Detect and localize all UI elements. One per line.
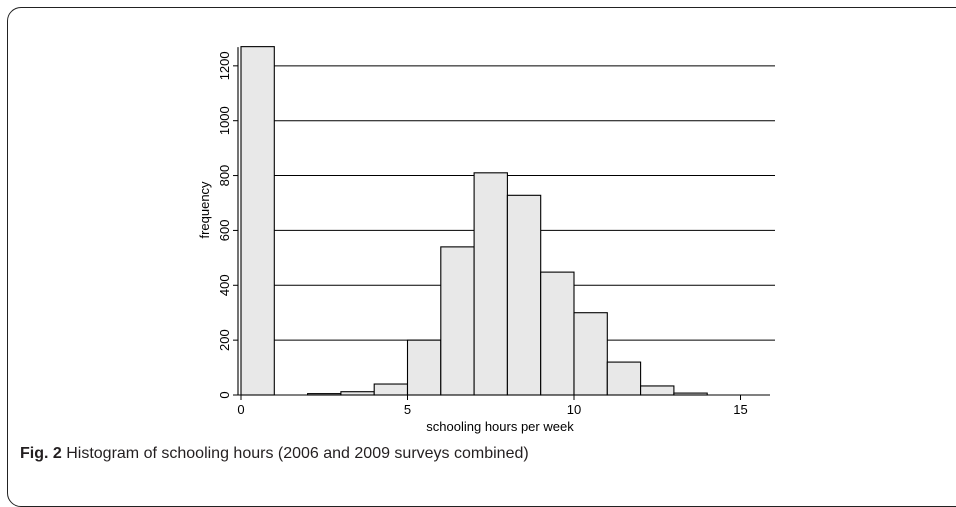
y-tick-label-800: 800: [217, 165, 232, 187]
bar-12: [640, 385, 675, 396]
y-tick-label-200: 200: [217, 329, 232, 351]
bar-5: [406, 339, 442, 396]
y-tick-label-1000: 1000: [217, 106, 232, 135]
bar-8: [506, 194, 542, 396]
figure-caption: Fig. 2 Histogram of schooling hours (200…: [20, 445, 529, 463]
x-tick-label-10: 10: [567, 402, 581, 417]
caption-text: Histogram of schooling hours (2006 and 2…: [61, 445, 529, 462]
x-tick-label-5: 5: [404, 402, 411, 417]
bar-6: [440, 246, 475, 396]
histogram-chart: 0 200 400 600 800 1000 1200 0 5 10 15 schooling ho…: [197, 46, 775, 434]
y-tick-label-400: 400: [217, 274, 232, 296]
bar-0: [240, 46, 275, 396]
bar-4: [373, 383, 409, 396]
y-axis-label: frequency: [197, 181, 212, 239]
axes: 0 200 400 600 800 1000 1200 0 5 10 15: [217, 47, 770, 417]
y-tick-label-600: 600: [217, 220, 232, 242]
x-tick-label-0: 0: [237, 402, 244, 417]
bars: [240, 46, 708, 396]
bar-10: [573, 312, 608, 396]
x-tick-label-15: 15: [733, 402, 747, 417]
bar-11: [606, 361, 642, 396]
caption-label: Fig. 2: [20, 445, 62, 462]
bar-7: [473, 172, 508, 396]
y-tick-label-1200: 1200: [217, 51, 232, 80]
x-axis-label: schooling hours per week: [426, 419, 574, 434]
y-tick-label-0: 0: [217, 391, 232, 398]
bar-9: [540, 271, 575, 396]
